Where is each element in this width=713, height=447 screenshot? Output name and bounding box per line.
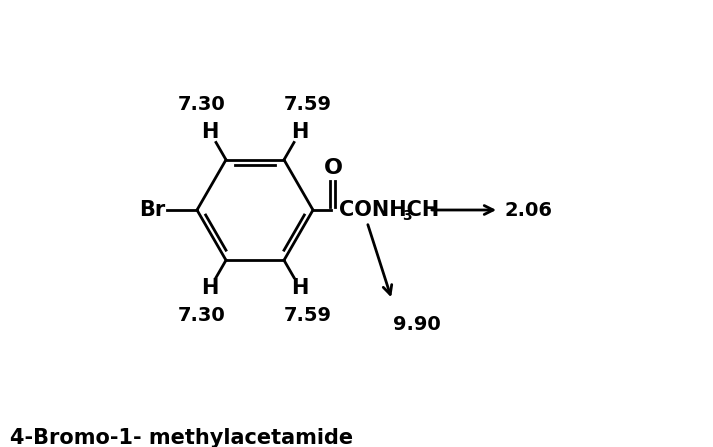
Text: 2.06: 2.06 bbox=[505, 201, 553, 219]
Text: H: H bbox=[201, 122, 219, 142]
Text: 3: 3 bbox=[402, 209, 411, 223]
Text: H: H bbox=[292, 278, 309, 298]
Text: 7.30: 7.30 bbox=[178, 307, 226, 325]
Text: CONHCH: CONHCH bbox=[339, 200, 439, 220]
Text: 7.30: 7.30 bbox=[178, 95, 226, 114]
Text: O: O bbox=[324, 158, 342, 178]
Text: 9.90: 9.90 bbox=[393, 316, 441, 334]
Text: H: H bbox=[292, 122, 309, 142]
Text: Br: Br bbox=[139, 200, 165, 220]
Text: 4-Bromo-1- methylacetamide: 4-Bromo-1- methylacetamide bbox=[10, 428, 353, 447]
Text: 7.59: 7.59 bbox=[284, 95, 332, 114]
Text: 7.59: 7.59 bbox=[284, 307, 332, 325]
Text: H: H bbox=[201, 278, 219, 298]
